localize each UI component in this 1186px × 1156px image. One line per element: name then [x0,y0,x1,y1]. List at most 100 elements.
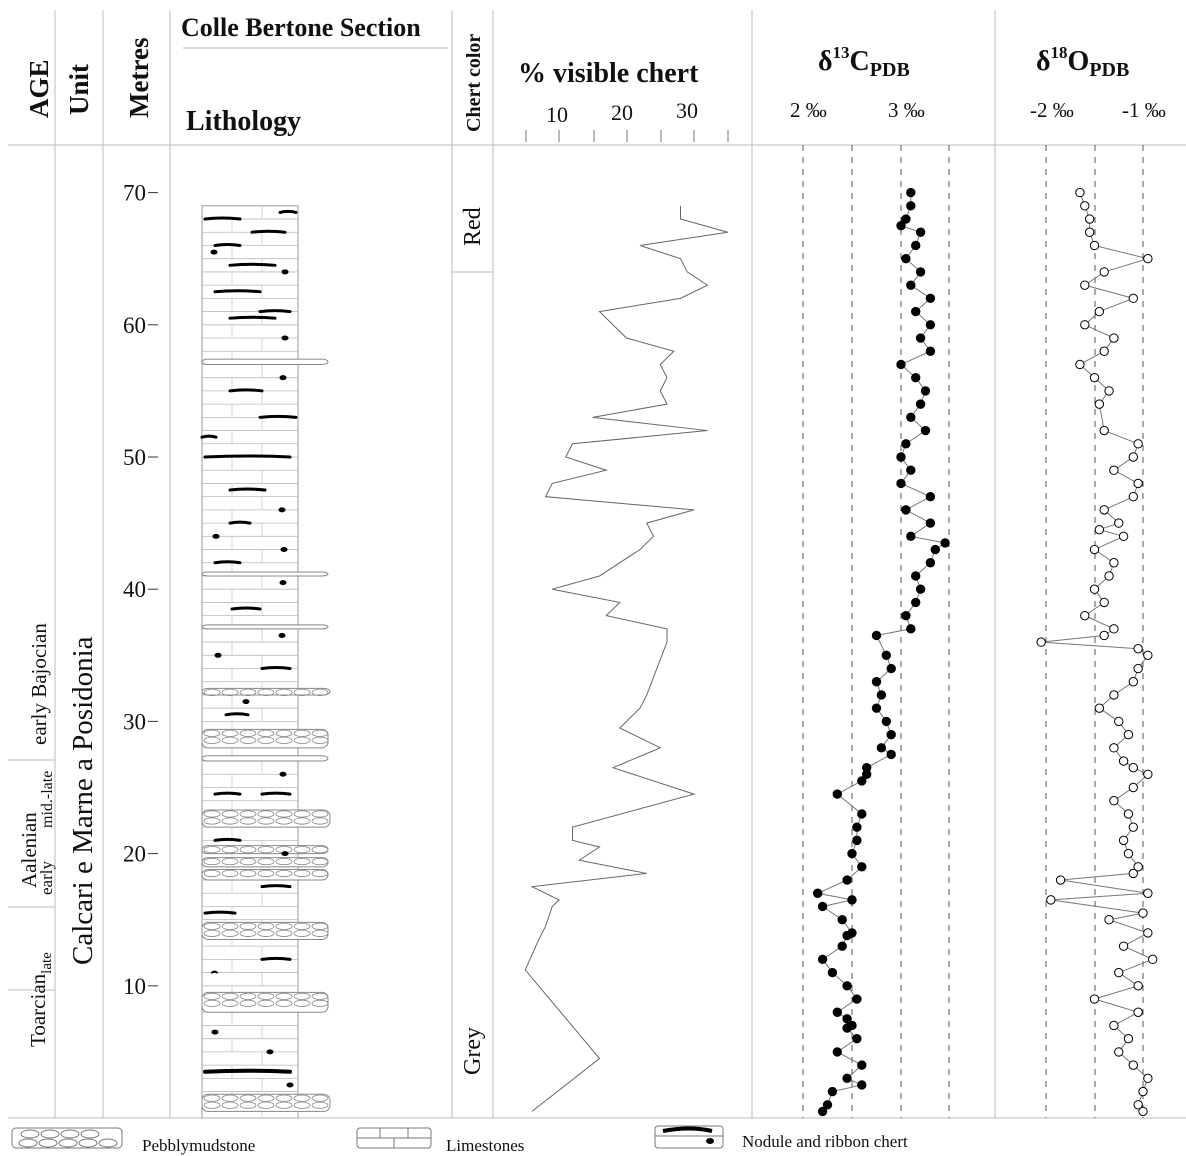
pebble [311,817,329,825]
data-point [925,320,936,330]
chert-nodule [278,632,286,638]
data-point [1104,571,1114,581]
pebble [293,999,311,1008]
chert-ribbon [258,414,298,419]
pebble [257,999,275,1008]
data-point [871,703,882,713]
chert-nodule [278,507,286,513]
pebble [293,992,311,1001]
chert-nodule [279,771,287,777]
chert-ribbon [213,837,242,842]
data-point [1143,888,1153,898]
chert-percent-series [524,205,728,1112]
pebble [239,992,257,1001]
data-point [1133,643,1143,654]
data-point [852,835,862,846]
data-point [847,928,857,938]
data-point [817,901,828,912]
data-point [930,544,940,555]
chert-color-grey: Grey [460,1027,486,1075]
data-point [1123,848,1134,859]
d18o-series [1036,187,1158,1117]
data-point [1148,954,1158,965]
pebble [239,857,257,866]
data-point [832,789,842,799]
chert-ribbon [260,666,292,671]
data-point [1075,359,1085,370]
data-point [925,293,936,304]
age-toarcian: Toarcianlate [26,952,55,1047]
chert-ribbon [213,289,262,294]
data-point [862,762,872,773]
data-point [1089,584,1100,594]
pebble [221,922,239,930]
data-point [920,386,931,396]
data-point [1109,743,1119,753]
data-point [915,333,926,343]
data-point [1109,333,1119,343]
data-point [915,267,926,277]
data-point [857,776,867,786]
age-bajocian: early Bajocian [27,623,51,745]
data-point [1128,782,1139,793]
c13-header: δ13CPDB [818,43,910,81]
chert-ribbon [213,560,242,565]
pebble [257,1101,275,1109]
data-point [906,531,916,542]
data-point [1089,994,1100,1004]
data-point [1133,439,1143,449]
pebble [293,857,311,866]
pebbly-bed [201,624,329,630]
data-point [1080,320,1090,330]
pebble [221,992,239,1001]
pebble [221,1101,239,1109]
pebble [311,922,329,930]
pebble [275,869,293,878]
data-point [1089,544,1100,555]
chert-ribbon [230,606,262,611]
c13-tick-2: 2 ‰ [790,98,827,122]
pebble [311,857,329,866]
pebble [203,869,221,878]
metres-tick-label: 10 [123,974,146,999]
data-point [1143,769,1153,779]
o18-header: δ18OPDB [1036,43,1129,81]
data-point [817,954,828,965]
age-aalenian-early: early [37,861,56,895]
data-point [896,359,906,370]
data-point [1099,630,1109,641]
pebbly-bed [201,857,329,868]
metres-scale: 10 20 30 40 50 60 70 [123,181,158,999]
chert-ribbon [203,1068,292,1074]
pebble [203,736,221,744]
pebble [275,1094,293,1102]
legend-pebbly-swatch [11,1127,123,1149]
o18-tick-m2: -2 ‰ [1030,98,1074,122]
data-point [881,650,891,660]
pebble [203,846,221,854]
pebbly-bed [201,868,329,881]
chert-ribbon [224,712,250,717]
data-point [1123,1033,1134,1044]
pebble [221,999,239,1008]
data-point [906,624,916,634]
metres-tick-label: 70 [123,181,146,206]
data-point [822,1100,833,1110]
age-header: AGE [24,59,54,118]
data-point [857,1080,867,1090]
chert-color-header: Chert color [463,34,485,132]
age-aalenian-midlate: mid.-late [39,771,56,828]
chert-ribbon [260,956,292,961]
chert-nodule [279,580,287,586]
chert-nodule [281,269,289,275]
pebble [311,1094,329,1102]
data-point [1114,967,1124,978]
chert-nodule [280,547,288,553]
pebble [203,1101,221,1109]
pebble [239,729,257,737]
data-point [1075,187,1085,198]
data-point [1080,201,1090,211]
chert-ribbon [260,884,292,889]
data-point [1118,835,1129,846]
